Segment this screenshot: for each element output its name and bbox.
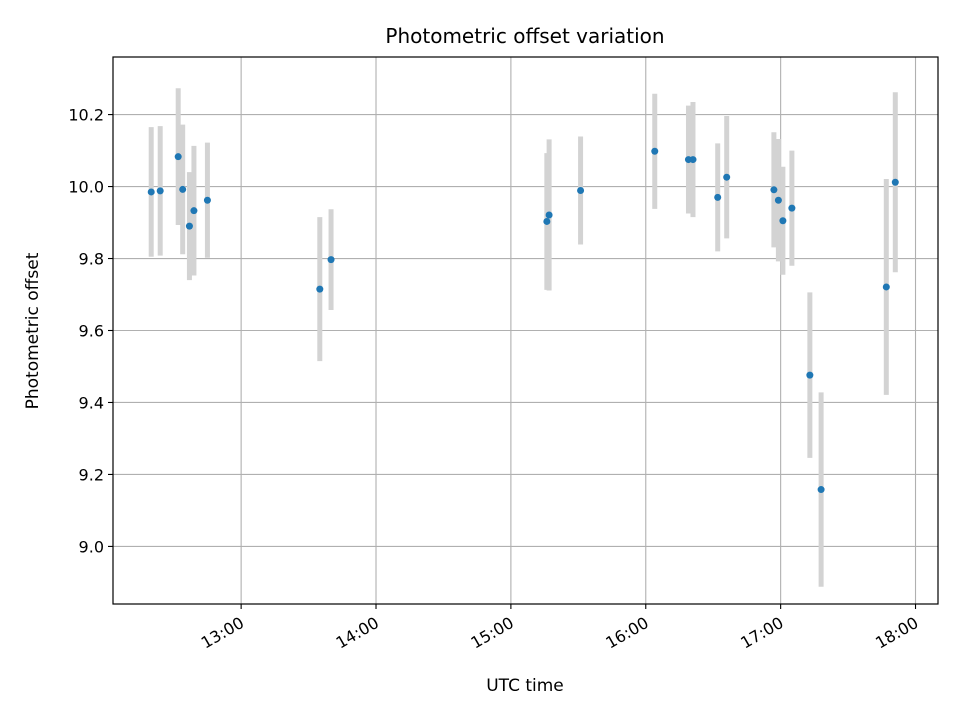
y-tick-label: 9.8 (79, 250, 104, 269)
data-point (714, 193, 722, 201)
chart-title: Photometric offset variation (385, 24, 664, 48)
data-point (190, 207, 198, 215)
x-axis-label: UTC time (486, 676, 564, 696)
y-tick-label: 9.0 (79, 537, 104, 556)
y-tick-label: 9.6 (79, 322, 104, 341)
data-point (147, 188, 155, 196)
grid-lines (113, 57, 938, 604)
data-point (651, 147, 659, 155)
y-tick-label: 10.0 (68, 178, 104, 197)
data-point (891, 178, 899, 186)
y-axis-label: Photometric offset (23, 252, 43, 409)
data-point (882, 283, 890, 291)
data-point (723, 173, 731, 181)
data-point (774, 196, 782, 204)
data-point (156, 187, 164, 195)
data-point (779, 217, 787, 225)
y-tick-label: 9.2 (79, 465, 104, 484)
data-point (577, 187, 585, 195)
data-point (179, 185, 187, 193)
data-point (806, 371, 814, 379)
data-point (689, 156, 697, 164)
data-point (543, 217, 551, 225)
data-point (316, 285, 324, 293)
data-point (174, 153, 182, 161)
data-point (185, 222, 193, 230)
data-point (327, 256, 335, 264)
data-point (545, 211, 553, 219)
y-axis-ticks: 9.0 9.2 9.4 9.6 9.8 10.0 10.2 (68, 106, 113, 556)
data-point (770, 186, 778, 194)
y-tick-label: 9.4 (79, 393, 104, 412)
data-point (203, 196, 211, 204)
data-points (147, 147, 899, 494)
y-tick-label: 10.2 (68, 106, 104, 125)
data-point (788, 204, 796, 212)
data-point (817, 486, 825, 494)
